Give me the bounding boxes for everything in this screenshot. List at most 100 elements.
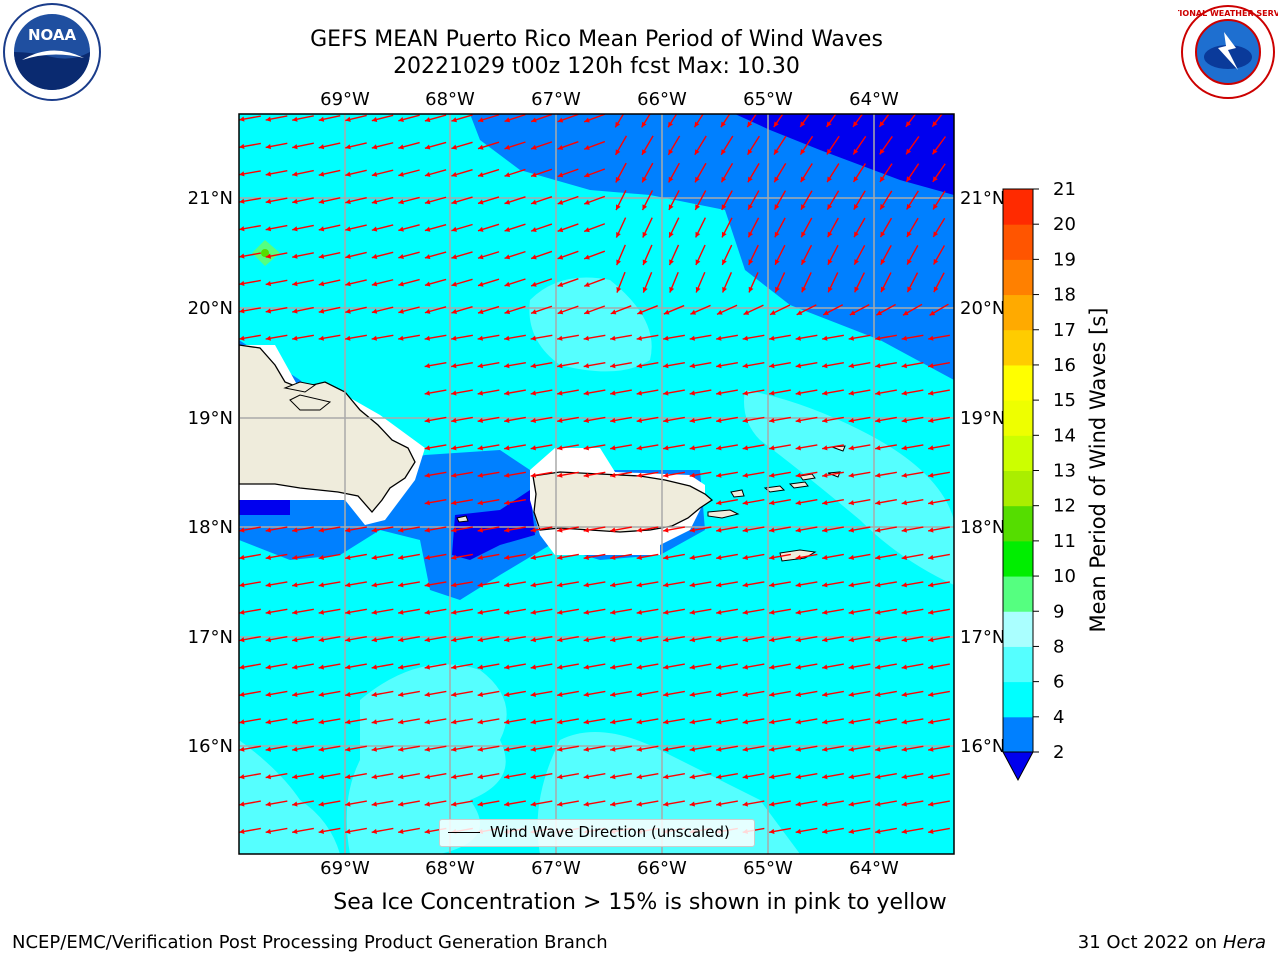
wave-direction-arrowhead bbox=[668, 204, 674, 210]
wave-direction-arrowhead bbox=[822, 774, 828, 780]
wave-direction-arrowhead bbox=[239, 637, 245, 643]
wave-direction-arrowhead bbox=[424, 691, 430, 697]
wave-direction-arrowhead bbox=[663, 472, 669, 478]
wave-direction-arrowhead bbox=[424, 472, 430, 478]
wind-wave-arrows bbox=[239, 114, 950, 834]
contour-band-2-4-north bbox=[470, 114, 954, 380]
wave-direction-arrowhead bbox=[398, 637, 404, 643]
wave-direction-arrowhead bbox=[875, 500, 881, 506]
wave-direction-arrowhead bbox=[695, 176, 700, 183]
wave-direction-arrowhead bbox=[875, 417, 881, 423]
wave-direction-arrowhead bbox=[610, 719, 616, 725]
wave-direction-arrowhead bbox=[848, 390, 854, 396]
wave-direction-arrowhead bbox=[583, 774, 589, 780]
wave-direction-arrowhead bbox=[318, 719, 324, 725]
wave-direction-arrowhead bbox=[827, 176, 832, 183]
wave-direction-arrowhead bbox=[853, 176, 859, 182]
wave-direction-arrowhead bbox=[345, 719, 351, 725]
wave-direction-arrowhead bbox=[769, 445, 775, 451]
wave-direction-arrowhead bbox=[690, 309, 696, 315]
wave-direction-arrowhead bbox=[345, 609, 351, 615]
nws-logo-text: NATIONAL WEATHER SERVICE bbox=[1178, 9, 1278, 18]
wave-direction-arrowhead bbox=[742, 582, 748, 588]
wave-direction-arrowhead bbox=[398, 308, 404, 314]
wave-direction-arrowhead bbox=[663, 363, 669, 369]
wave-direction-arrowhead bbox=[451, 554, 457, 560]
wave-direction-arrowhead bbox=[875, 719, 881, 725]
wave-direction-arrowhead bbox=[801, 231, 806, 238]
wave-direction-arrowhead bbox=[616, 259, 621, 266]
wave-direction-arrowhead bbox=[583, 417, 589, 423]
wave-direction-arrowhead bbox=[583, 554, 589, 560]
wave-direction-arrowhead bbox=[239, 171, 245, 177]
chart-title: GEFS MEAN Puerto Rico Mean Period of Win… bbox=[310, 27, 883, 52]
wave-direction-arrowhead bbox=[929, 310, 936, 316]
wave-direction-arrowhead bbox=[531, 309, 537, 315]
wave-direction-arrowhead bbox=[265, 308, 272, 314]
wave-direction-arrowhead bbox=[689, 390, 695, 396]
graticule bbox=[239, 114, 954, 854]
wave-direction-arrowhead bbox=[292, 226, 298, 232]
lon-label-top: 65°W bbox=[743, 89, 793, 110]
wave-direction-arrowhead bbox=[848, 417, 854, 423]
wave-direction-arrowhead bbox=[636, 691, 642, 697]
wave-direction-arrowhead bbox=[345, 171, 351, 177]
wave-direction-arrowhead bbox=[642, 259, 648, 266]
wave-direction-arrowhead bbox=[398, 199, 404, 205]
wave-direction-arrowhead bbox=[928, 390, 934, 396]
wave-direction-arrowhead bbox=[530, 746, 536, 752]
wave-direction-arrowhead bbox=[742, 527, 748, 533]
wave-direction-arrowhead bbox=[557, 664, 563, 670]
wave-direction-arrowhead bbox=[610, 637, 616, 643]
wave-direction-arrowhead bbox=[477, 637, 483, 643]
wave-direction-arrowhead bbox=[800, 121, 806, 127]
wave-direction-arrowhead bbox=[530, 609, 536, 615]
wave-direction-arrowhead bbox=[823, 310, 829, 315]
wave-direction-arrowhead bbox=[424, 226, 431, 232]
land-culebra bbox=[730, 489, 745, 498]
wave-direction-arrowhead bbox=[371, 554, 377, 560]
wave-direction-arrowhead bbox=[716, 664, 722, 670]
wave-direction-arrowhead bbox=[636, 390, 642, 396]
wave-direction-arrowhead bbox=[265, 554, 271, 560]
wave-direction-arrowhead bbox=[610, 691, 616, 697]
wave-direction-arrowhead bbox=[531, 144, 537, 150]
wave-direction-arrowhead bbox=[530, 445, 536, 451]
wave-direction-arrowhead bbox=[848, 582, 854, 588]
wave-direction-arrowhead bbox=[292, 746, 298, 752]
wave-direction-arrowhead bbox=[669, 286, 675, 293]
wave-direction-arrowhead bbox=[716, 609, 722, 615]
wave-direction-arrowhead bbox=[689, 527, 695, 533]
wave-direction-arrowhead bbox=[451, 746, 457, 752]
wave-direction-arrowhead bbox=[292, 144, 298, 150]
wave-direction-arrowhead bbox=[584, 282, 590, 287]
wave-direction-arrowhead bbox=[636, 637, 642, 643]
wave-direction-arrowhead bbox=[371, 171, 378, 177]
wave-direction-arrowhead bbox=[265, 226, 272, 232]
wave-direction-arrowhead bbox=[928, 445, 934, 451]
wave-direction-arrowhead bbox=[928, 664, 934, 670]
colorbar-tick-label: 19 bbox=[1053, 249, 1076, 270]
colorbar-tick-label: 14 bbox=[1053, 425, 1076, 446]
nws-logo: NATIONAL WEATHER SERVICE bbox=[1178, 5, 1278, 99]
colorbar-cell bbox=[1003, 611, 1033, 647]
wave-direction-arrowhead bbox=[610, 582, 616, 588]
wave-direction-arrowhead bbox=[239, 664, 245, 670]
wave-direction-arrowhead bbox=[689, 746, 695, 752]
wave-direction-arrowhead bbox=[504, 281, 511, 287]
wave-direction-arrowhead bbox=[530, 801, 536, 807]
noaa-logo: NOAA bbox=[3, 3, 101, 101]
wave-direction-arrowhead bbox=[478, 199, 484, 205]
lon-label-bottom: 69°W bbox=[320, 858, 370, 879]
wave-direction-arrowhead bbox=[903, 310, 909, 316]
wave-direction-arrowhead bbox=[901, 335, 907, 341]
wave-direction-arrowhead bbox=[695, 231, 701, 238]
wave-direction-arrowhead bbox=[504, 254, 511, 260]
wave-direction-arrowhead bbox=[504, 417, 510, 423]
wave-direction-arrowhead bbox=[424, 199, 431, 205]
wave-direction-arrowhead bbox=[822, 691, 828, 697]
lon-label-top: 66°W bbox=[637, 89, 687, 110]
wave-direction-arrowhead bbox=[905, 121, 911, 127]
wave-direction-arrowhead bbox=[742, 363, 748, 369]
wave-direction-arrowhead bbox=[822, 609, 828, 615]
